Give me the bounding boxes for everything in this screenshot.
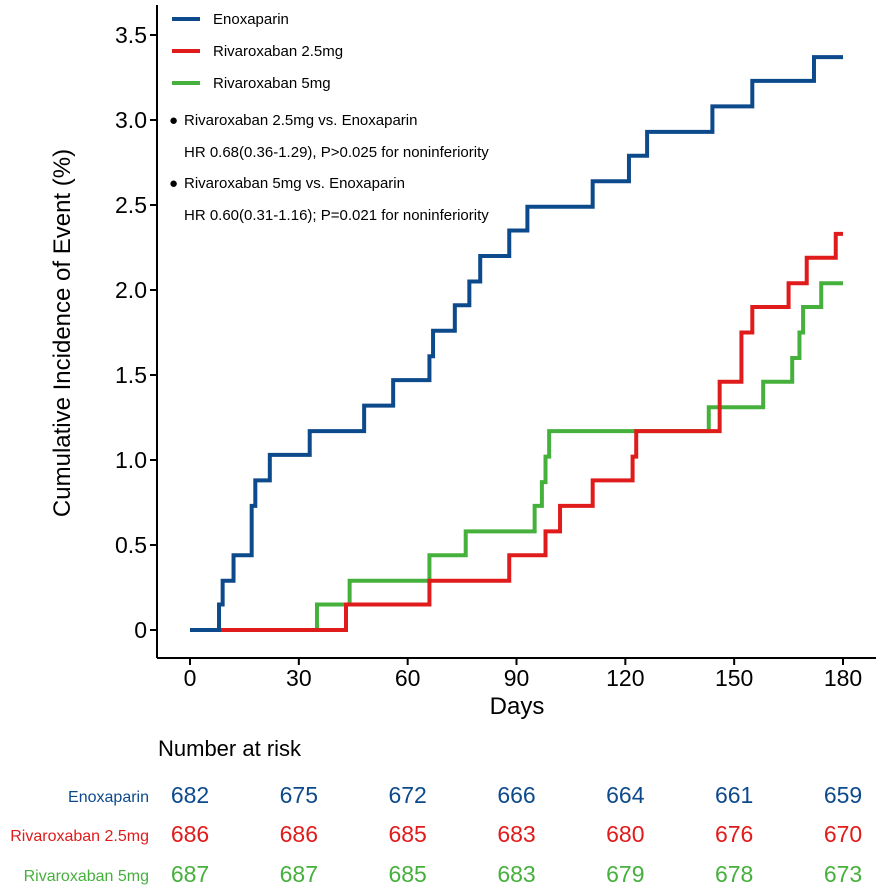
risk-value: 661	[715, 782, 753, 808]
y-tick-label: 2.0	[115, 277, 147, 303]
risk-value: 686	[280, 821, 318, 847]
risk-value: 687	[171, 861, 209, 887]
risk-value: 678	[715, 861, 753, 887]
x-tick-label: 150	[715, 665, 753, 691]
y-tick-label: 2.5	[115, 192, 147, 218]
risk-value: 680	[606, 821, 644, 847]
risk-value: 659	[824, 782, 862, 808]
y-tick-label: 3.5	[115, 22, 147, 48]
legend-label: Rivaroxaban 5mg	[213, 75, 331, 92]
risk-value: 673	[824, 861, 862, 887]
risk-value: 683	[497, 861, 535, 887]
x-tick-label: 120	[606, 665, 644, 691]
annotation-comparison: Rivaroxaban 2.5mg vs. Enoxaparin	[184, 112, 417, 129]
risk-row-label: Rivaroxaban 5mg	[24, 868, 149, 885]
risk-value: 679	[606, 861, 644, 887]
risk-value: 683	[497, 821, 535, 847]
series-line-3	[190, 281, 843, 632]
risk-value: 664	[606, 782, 645, 808]
y-tick-label: 3.0	[115, 107, 147, 133]
x-tick-label: 180	[824, 665, 862, 691]
risk-value: 682	[171, 782, 209, 808]
risk-table: Number at risk Enoxaparin 682 675 672 666 664 6…	[10, 736, 862, 887]
y-tick-label: 1.5	[115, 362, 147, 388]
risk-value: 675	[280, 782, 318, 808]
risk-value: 670	[824, 821, 862, 847]
series-line-2	[190, 231, 843, 632]
axes: 0 30 60 90 120 150 180 0 0.5 1.0 1.5 2.0 2.5 3.0 3.5 Da…	[49, 5, 876, 720]
x-axis-title: Days	[490, 693, 545, 720]
risk-row-label: Rivaroxaban 2.5mg	[10, 828, 149, 845]
x-tick-label: 90	[504, 665, 530, 691]
risk-value: 687	[280, 861, 318, 887]
risk-value: 686	[171, 821, 209, 847]
x-tick-label: 60	[395, 665, 421, 691]
series-line-1	[190, 55, 843, 632]
risk-value: 666	[497, 782, 535, 808]
y-tick-label: 1.0	[115, 447, 147, 473]
y-tick-label: 0.5	[115, 532, 147, 558]
annotation-hazard-ratio: HR 0.68(0.36-1.29), P>0.025 for noninfer…	[184, 144, 489, 161]
annotations: ● Rivaroxaban 2.5mg vs. Enoxaparin HR 0.68…	[169, 112, 489, 224]
risk-value: 672	[388, 782, 426, 808]
legend: Enoxaparin Rivaroxaban 2.5mg Rivaroxaban 5…	[172, 11, 343, 92]
annotation-bullet: ●	[169, 112, 178, 129]
annotation-bullet: ●	[169, 175, 178, 192]
x-tick-label: 0	[184, 665, 197, 691]
legend-label: Rivaroxaban 2.5mg	[213, 43, 343, 60]
annotation-hazard-ratio: HR 0.60(0.31-1.16); P=0.021 for noninfer…	[184, 207, 489, 224]
risk-value: 685	[388, 861, 426, 887]
y-tick-label: 0	[134, 617, 147, 643]
risk-value: 685	[388, 821, 426, 847]
annotation-comparison: Rivaroxaban 5mg vs. Enoxaparin	[184, 175, 405, 192]
y-axis-title: Cumulative Incidence of Event (%)	[49, 149, 76, 517]
curves	[190, 55, 843, 632]
risk-row-label: Enoxaparin	[68, 789, 149, 806]
legend-label: Enoxaparin	[213, 11, 289, 28]
x-tick-label: 30	[286, 665, 312, 691]
risk-value: 676	[715, 821, 753, 847]
risk-table-title: Number at risk	[158, 736, 302, 761]
